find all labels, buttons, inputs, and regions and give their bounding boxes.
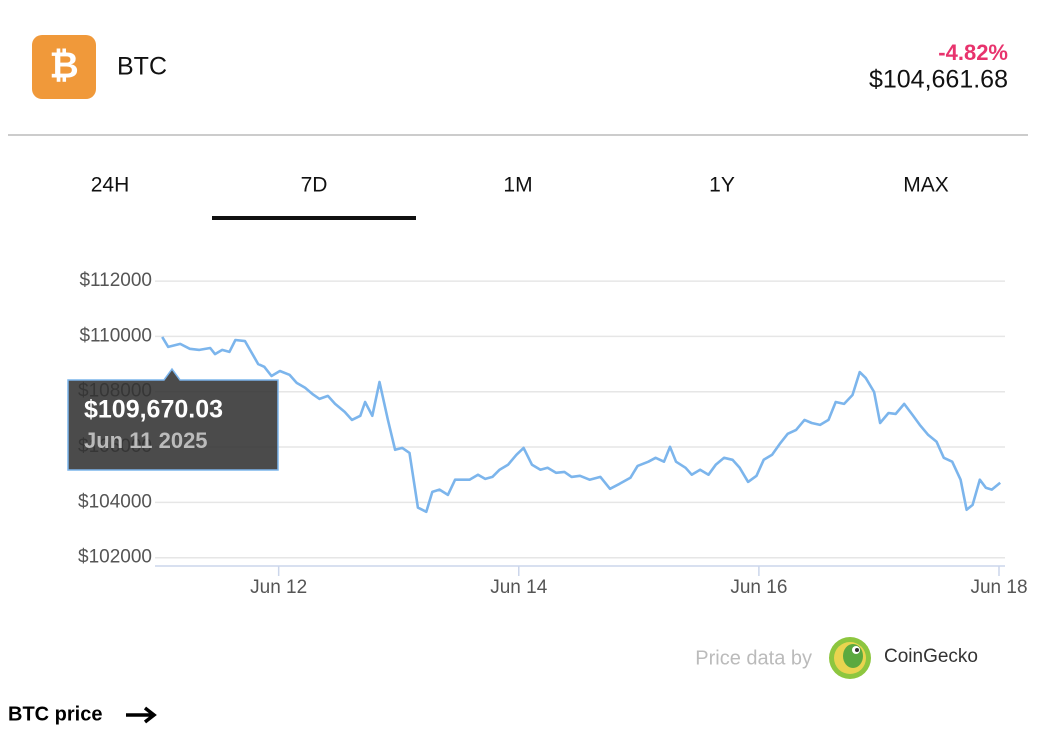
current-price: $104,661.68 bbox=[869, 66, 1008, 94]
coingecko-logo bbox=[829, 637, 871, 679]
tooltip-date: Jun 11 2025 bbox=[84, 428, 208, 453]
x-tick-label: Jun 12 bbox=[250, 577, 307, 598]
tooltip: $109,670.03 Jun 11 2025 bbox=[67, 367, 279, 471]
y-tick-label: $110000 bbox=[79, 325, 152, 346]
y-tick-label: $112000 bbox=[79, 270, 152, 291]
tab-label[interactable]: 7D bbox=[301, 174, 328, 197]
coin-icon bbox=[32, 35, 96, 99]
tab-label[interactable]: 1Y bbox=[709, 174, 735, 197]
price-line bbox=[161, 336, 1002, 514]
tab-label[interactable]: MAX bbox=[903, 174, 949, 197]
x-tick-label: Jun 18 bbox=[970, 577, 1027, 598]
tab-label[interactable]: 1M bbox=[503, 174, 532, 197]
tooltip-box bbox=[67, 367, 279, 471]
price-link[interactable]: BTC price bbox=[8, 703, 102, 725]
y-tick-label: $104000 bbox=[78, 491, 152, 512]
tooltip-price: $109,670.03 bbox=[84, 396, 223, 424]
x-tick-label: Jun 14 bbox=[490, 577, 547, 598]
coin-name: BTC bbox=[117, 53, 167, 81]
price-change: -4.82% bbox=[938, 40, 1008, 65]
link-arrow bbox=[126, 706, 157, 724]
x-tick-label: Jun 16 bbox=[730, 577, 787, 598]
coin-symbol: ₿ bbox=[49, 45, 78, 86]
y-tick-label: $102000 bbox=[78, 547, 152, 568]
provider-name[interactable]: CoinGecko bbox=[884, 646, 978, 667]
active-tab-underline bbox=[212, 216, 416, 220]
credit-text: Price data by bbox=[695, 647, 812, 669]
tab-label[interactable]: 24H bbox=[91, 174, 130, 197]
